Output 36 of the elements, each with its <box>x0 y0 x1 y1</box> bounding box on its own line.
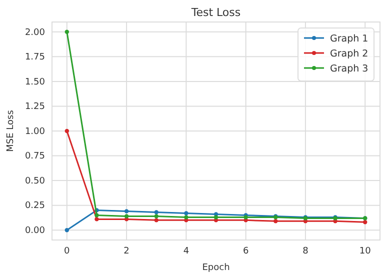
y-tick-label: 0.75 <box>24 152 45 162</box>
point <box>362 220 368 224</box>
x-tick-label: 0 <box>64 246 70 256</box>
legend-label: Graph 2 <box>330 48 368 60</box>
point <box>184 215 188 220</box>
point <box>94 213 99 218</box>
y-tick-label: 0.50 <box>24 176 46 186</box>
y-tick-label: 2.00 <box>24 28 46 38</box>
y-tick-label: 0.00 <box>24 226 46 236</box>
x-tick-label: 8 <box>302 246 309 256</box>
point <box>124 214 129 218</box>
y-axis-title: MSE Loss <box>6 110 16 152</box>
point <box>64 30 70 34</box>
point <box>214 215 218 220</box>
x-tick-label: 4 <box>183 246 190 256</box>
legend-label: Graph 1 <box>330 34 368 44</box>
point <box>154 214 158 218</box>
point <box>184 211 188 216</box>
point <box>274 219 278 224</box>
point <box>124 209 129 214</box>
y-tick-label: 1.75 <box>24 52 45 63</box>
y-tick-label: 0.25 <box>24 201 45 212</box>
point <box>154 218 158 222</box>
y-tick-label: 1.50 <box>24 77 46 88</box>
point <box>94 217 99 222</box>
x-tick-label: 10 <box>359 246 372 256</box>
x-axis-title: Epoch <box>202 263 230 273</box>
point <box>154 210 158 214</box>
legend-label: Graph 3 <box>330 64 368 74</box>
point <box>64 128 70 134</box>
y-tick-label: 1.25 <box>24 102 45 112</box>
y-tick-label: 1.00 <box>24 126 46 137</box>
x-tick-label: 2 <box>124 246 130 256</box>
chart-title: Test Loss <box>190 6 241 19</box>
x-tick-label: 6 <box>242 246 249 256</box>
point <box>64 228 70 232</box>
